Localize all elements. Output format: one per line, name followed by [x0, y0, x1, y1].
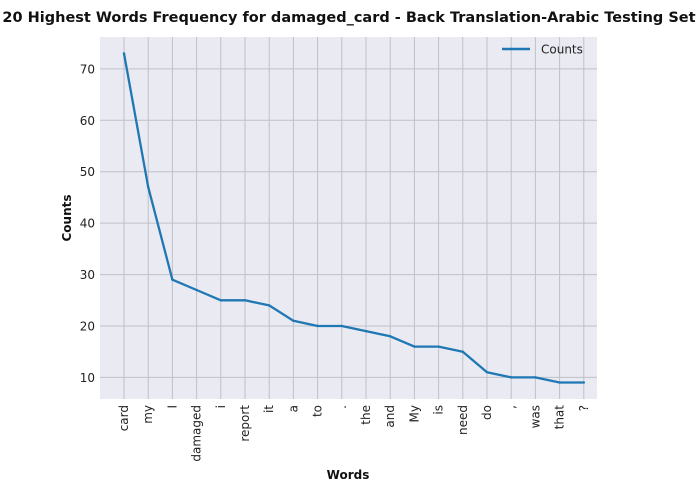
data-point	[364, 329, 368, 333]
data-point	[147, 185, 150, 189]
chart-title: 20 Highest Words Frequency for damaged_c…	[2, 10, 695, 26]
x-tick-label: card	[117, 405, 131, 431]
y-tick-labels: 10 20 30 40 50 60 70	[80, 62, 95, 385]
series-group	[122, 52, 585, 384]
legend-label: Counts	[541, 43, 583, 57]
legend: Counts	[502, 43, 583, 57]
data-point	[534, 376, 537, 379]
grid	[100, 37, 597, 399]
x-tick-label: My	[407, 405, 421, 422]
data-point	[292, 319, 295, 323]
data-point	[316, 324, 319, 328]
x-tick-label: .	[335, 405, 349, 409]
plot-area	[100, 37, 597, 399]
data-point	[340, 324, 343, 328]
y-tick-label: 30	[80, 268, 95, 282]
data-point	[195, 288, 198, 292]
x-tick-label: ,	[504, 405, 518, 409]
data-point	[243, 299, 247, 302]
data-point	[122, 52, 126, 55]
y-tick-label: 10	[80, 371, 95, 385]
data-point	[510, 376, 513, 379]
x-tick-label: to	[311, 405, 325, 417]
x-tick-label: my	[141, 405, 155, 424]
data-point	[389, 335, 392, 338]
x-tick-label: is	[432, 405, 446, 415]
x-tick-label: I	[165, 405, 179, 409]
data-point	[558, 381, 561, 384]
y-tick-label: 20	[80, 319, 95, 333]
x-tick-label: the	[359, 405, 373, 425]
x-tick-label: do	[480, 405, 494, 420]
data-point	[437, 345, 440, 348]
data-point	[413, 345, 416, 348]
data-point	[171, 278, 174, 281]
x-axis-label: Words	[327, 468, 370, 482]
y-tick-label: 70	[80, 62, 95, 76]
x-tick-label: that	[553, 405, 567, 430]
y-tick-label: 50	[80, 165, 95, 179]
x-tick-label: it	[262, 405, 276, 413]
x-tick-label: need	[456, 405, 470, 435]
y-tick-label: 40	[80, 217, 95, 231]
x-tick-label: damaged	[190, 405, 204, 462]
x-tick-label: and	[383, 405, 397, 428]
x-tick-label: a	[286, 405, 300, 412]
y-tick-label: 60	[80, 114, 95, 128]
data-point	[461, 350, 464, 353]
data-point	[268, 304, 271, 307]
x-tick-label: was	[528, 405, 542, 428]
x-tick-label: report	[238, 405, 252, 442]
data-point	[582, 381, 585, 384]
data-point	[485, 371, 489, 374]
y-axis-label: Counts	[60, 194, 74, 241]
x-tick-label: i	[214, 405, 228, 408]
data-point	[219, 299, 222, 302]
series-line-counts	[122, 52, 585, 384]
x-tick-label: ?	[577, 405, 591, 411]
